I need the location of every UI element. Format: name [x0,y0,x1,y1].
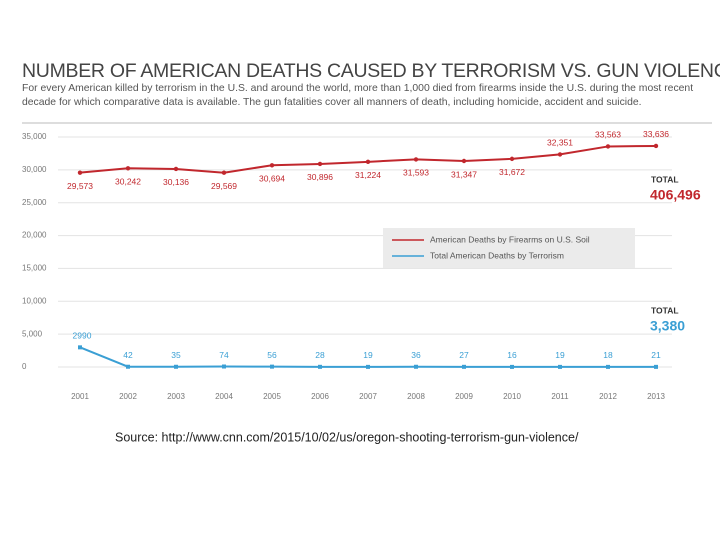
annotation-value: 406,496 [650,187,701,203]
x-tick-label: 2012 [599,392,617,401]
legend: American Deaths by Firearms on U.S. Soil… [383,228,635,268]
marker [653,143,659,149]
y-tick-label: 25,000 [22,198,47,207]
annotation-title: TOTAL [651,174,679,184]
marker [365,159,371,165]
data-label: 36 [411,350,421,360]
y-tick-label: 10,000 [22,296,47,305]
data-label: 30,694 [259,174,285,184]
marker [78,345,82,350]
data-label: 29,569 [211,181,237,191]
marker [317,161,323,167]
marker [461,158,467,164]
x-tick-label: 2001 [71,392,89,401]
x-tick-label: 2005 [263,392,281,401]
marker [174,364,178,369]
marker [77,170,83,175]
data-label: 31,593 [403,168,429,178]
y-tick-label: 15,000 [22,264,47,273]
x-tick-label: 2007 [359,392,377,401]
data-label: 33,563 [595,130,621,140]
marker [509,156,515,162]
data-label: 30,896 [307,172,333,182]
chart-subtitle: For every American killed by terrorism i… [22,83,694,108]
marker [606,364,610,369]
data-label: 31,224 [355,170,381,180]
marker [270,364,274,369]
y-tick-label: 0 [22,362,27,371]
data-label: 21 [651,350,661,360]
x-tick-label: 2006 [311,392,329,401]
marker [557,152,563,157]
data-label: 56 [267,350,277,360]
marker [318,364,322,369]
marker [221,170,227,175]
x-tick-label: 2011 [551,392,569,401]
y-tick-label: 20,000 [22,231,47,240]
data-label: 33,636 [643,129,669,139]
data-label: 19 [555,350,565,360]
marker [126,364,130,369]
annotation-value: 3,380 [650,318,685,334]
data-label: 42 [123,350,133,360]
marker [414,364,418,369]
data-label: 31,672 [499,167,525,177]
marker [462,364,466,369]
data-label: 18 [603,350,613,360]
x-tick-label: 2004 [215,392,233,401]
x-tick-label: 2008 [407,392,425,401]
data-label: 28 [315,350,325,360]
data-label: 32,351 [547,138,573,148]
data-label: 30,136 [163,177,189,187]
x-tick-label: 2013 [647,392,665,401]
marker [654,364,658,369]
x-tick-label: 2002 [119,392,137,401]
x-tick-label: 2003 [167,392,185,401]
marker [173,166,179,172]
marker [558,364,562,369]
chart-title: NUMBER OF AMERICAN DEATHS CAUSED BY TERR… [22,60,720,82]
legend-label: Total American Deaths by Terrorism [430,250,564,260]
x-tick-label: 2009 [455,392,473,401]
legend-box [383,228,635,268]
data-label: 74 [219,350,229,360]
y-tick-label: 30,000 [22,165,47,174]
series-line [79,144,657,174]
data-label: 16 [507,350,517,360]
source: Source: http://www.cnn.com/2015/10/02/us… [115,430,579,444]
marker [413,157,419,162]
data-label: 31,347 [451,169,477,179]
legend-label: American Deaths by Firearms on U.S. Soil [430,234,590,244]
data-label: 35 [171,350,181,360]
marker [125,166,131,171]
marker [510,364,514,369]
marker [366,364,370,369]
data-label: 30,242 [115,177,141,187]
x-tick-label: 2010 [503,392,521,401]
marker [269,163,275,168]
data-label: 29,573 [67,181,93,191]
data-label: 2990 [73,331,92,341]
data-label: 27 [459,350,469,360]
data-label: 19 [363,350,373,360]
y-tick-label: 35,000 [22,132,47,141]
marker [605,144,611,149]
marker [222,364,226,369]
annotation-title: TOTAL [651,305,679,315]
y-tick-label: 5,000 [22,329,43,338]
